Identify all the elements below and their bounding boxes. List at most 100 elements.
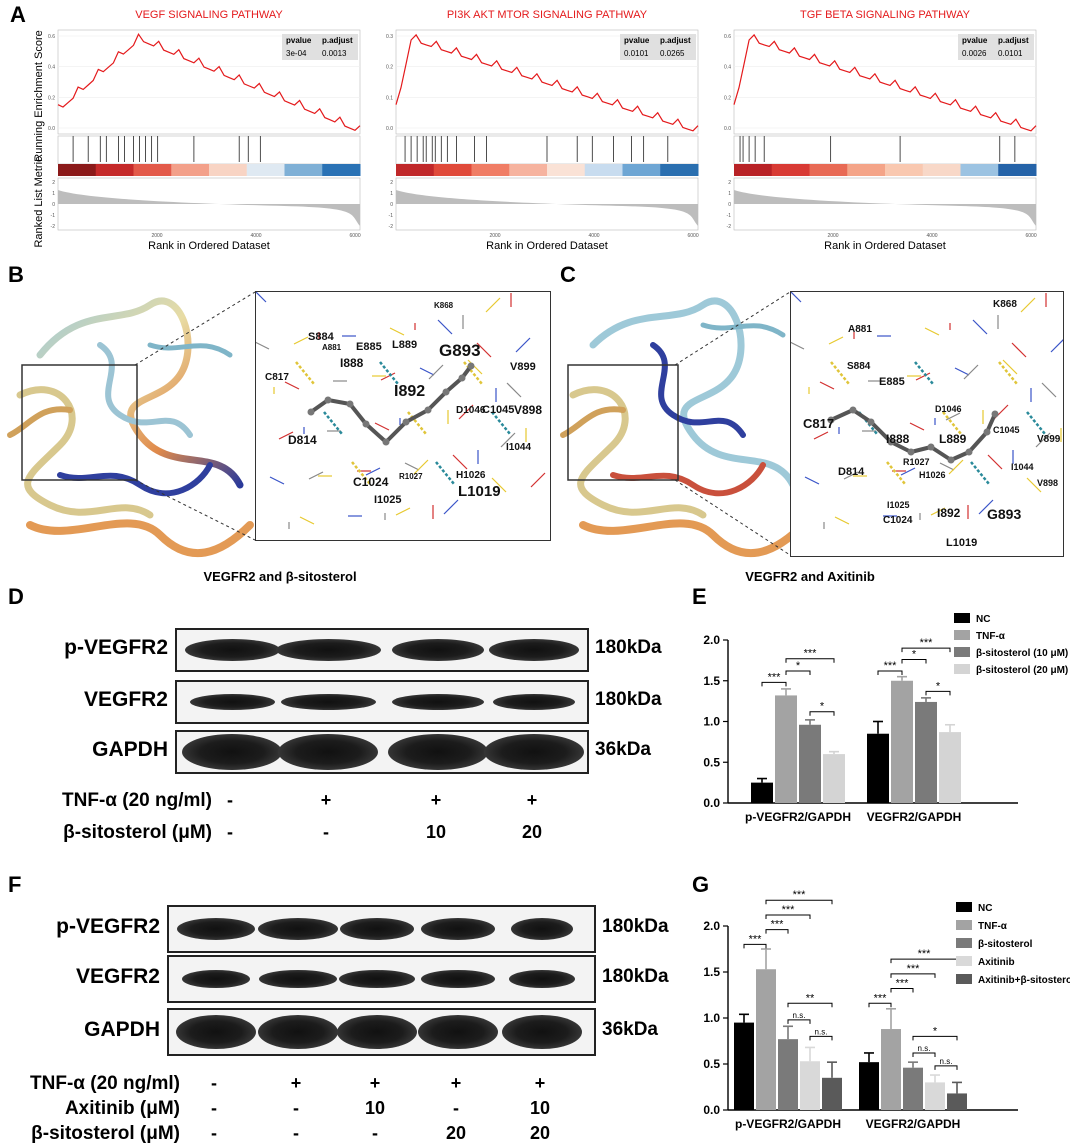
residue-stick bbox=[293, 336, 309, 345]
gsea-heat-segment bbox=[847, 164, 886, 176]
blot-band bbox=[418, 1015, 498, 1049]
residue-stick bbox=[443, 499, 459, 515]
gsea-stats-header: pvalue bbox=[962, 36, 988, 45]
residue-stick bbox=[254, 341, 270, 350]
blot-band bbox=[280, 694, 376, 710]
docking-detail-b: K868 S884 A881 E885 L889 G893 I888 C817 I892 V899… bbox=[251, 287, 551, 541]
gsea-xlabel: Rank in Ordered Dataset bbox=[148, 240, 270, 252]
y-tick-label: 1.5 bbox=[703, 674, 720, 688]
significance-bracket bbox=[743, 943, 767, 949]
blot-band bbox=[182, 970, 250, 988]
residue-stick bbox=[987, 454, 1003, 470]
gsea-metric-tick: 2 bbox=[390, 180, 393, 186]
residue-stick bbox=[843, 471, 859, 480]
significance-bracket bbox=[901, 659, 927, 664]
gsea-es-tick: 0.0 bbox=[386, 126, 393, 132]
gsea-xlabel: Rank in Ordered Dataset bbox=[824, 240, 946, 252]
bar bbox=[823, 754, 845, 803]
gsea-stats-table bbox=[620, 34, 696, 60]
gsea-metric-tick: -2 bbox=[51, 224, 56, 230]
residue-label: E885 bbox=[356, 341, 382, 353]
residue-stick bbox=[515, 337, 531, 353]
ligand-atom bbox=[382, 438, 390, 446]
treatment-label: TNF-α (20 ng/ml) bbox=[30, 1073, 180, 1094]
blot-label: p-VEGFR2 bbox=[64, 636, 168, 659]
category-label: p-VEGFR2/GAPDH bbox=[735, 1117, 841, 1131]
significance-label: *** bbox=[918, 948, 932, 960]
residue-label: I1044 bbox=[1011, 462, 1034, 472]
blot-band bbox=[493, 694, 575, 710]
gsea-metric-tick: -1 bbox=[51, 213, 56, 219]
hydrogen-bond bbox=[970, 461, 990, 485]
residue-stick bbox=[251, 287, 267, 303]
gsea-es-tick: 0.0 bbox=[48, 126, 55, 132]
bar bbox=[751, 782, 773, 803]
blot-band bbox=[340, 918, 414, 940]
treatment-value: + bbox=[450, 1073, 462, 1093]
significance-bracket bbox=[912, 1052, 936, 1057]
gsea-stats-value: 0.0265 bbox=[660, 49, 685, 58]
bar bbox=[903, 1067, 923, 1110]
residue-label: S884 bbox=[847, 361, 871, 372]
residue-stick bbox=[428, 364, 444, 380]
significance-label: * bbox=[912, 649, 917, 661]
molecular-weight-label: 36kDa bbox=[595, 739, 651, 760]
blot-row bbox=[175, 730, 589, 774]
residue-stick bbox=[365, 467, 381, 476]
residue-stick bbox=[389, 327, 405, 336]
gsea-heat-segment bbox=[734, 164, 773, 176]
category-label: VEGFR2/GAPDH bbox=[866, 1117, 961, 1131]
ligand-atom bbox=[346, 400, 354, 408]
zoom-box-b bbox=[21, 364, 138, 481]
residue-label: I1025 bbox=[887, 500, 910, 510]
gsea-es-tick: 0.2 bbox=[724, 95, 731, 101]
residue-stick bbox=[786, 287, 802, 303]
hydrogen-bond bbox=[295, 361, 315, 385]
significance-label: * bbox=[820, 701, 825, 713]
treatment-value: - bbox=[227, 822, 233, 842]
ligand-atom bbox=[307, 408, 315, 416]
ligand-atom bbox=[402, 418, 410, 426]
legend-swatch bbox=[956, 902, 972, 912]
gsea-metric-tick: -1 bbox=[389, 213, 394, 219]
significance-label: *** bbox=[874, 992, 888, 1004]
significance-label: *** bbox=[907, 963, 921, 975]
residue-label: V899 bbox=[510, 361, 536, 373]
residue-stick bbox=[1002, 359, 1018, 375]
residue-stick bbox=[963, 364, 979, 380]
significance-label: *** bbox=[896, 978, 910, 990]
residue-stick bbox=[1035, 432, 1051, 448]
zoom-connector-c bbox=[674, 291, 791, 556]
residue-label: V899 bbox=[1037, 434, 1061, 445]
panel-label-b: B bbox=[8, 262, 24, 287]
ligand-atom bbox=[907, 448, 915, 456]
significance-label: n.s. bbox=[793, 1011, 806, 1020]
y-tick-label: 0.5 bbox=[703, 1057, 720, 1071]
residue-label: L1019 bbox=[946, 537, 977, 549]
residue-label: C817 bbox=[803, 416, 834, 431]
blot-band bbox=[275, 639, 381, 661]
blot-row bbox=[175, 680, 589, 724]
treatment-value: + bbox=[320, 790, 332, 810]
blot-band bbox=[392, 694, 484, 710]
ligand-atom bbox=[947, 456, 955, 464]
significance-bracket bbox=[809, 711, 835, 716]
residue-label: R1027 bbox=[903, 457, 930, 467]
blot-band bbox=[388, 734, 488, 770]
gsea-heat-segment bbox=[209, 164, 248, 176]
significance-bracket bbox=[787, 1002, 833, 1008]
gsea-plot-2: PI3K AKT MTOR SIGNALING PATHWAY 0.3 0.2 0.1… bbox=[386, 9, 699, 252]
blot-band bbox=[258, 918, 338, 940]
blot-band bbox=[392, 639, 484, 661]
residue-stick bbox=[284, 381, 300, 390]
residue-stick bbox=[476, 342, 492, 358]
significance-bracket bbox=[925, 690, 951, 696]
residue-label: H1026 bbox=[456, 470, 486, 481]
residue-label: I888 bbox=[340, 356, 364, 370]
gsea-heat-segment bbox=[58, 164, 97, 176]
gsea-stats-header: pvalue bbox=[286, 36, 312, 45]
blot-row bbox=[167, 1008, 596, 1056]
residue-stick bbox=[491, 477, 507, 493]
gsea-es-tick: 0.6 bbox=[48, 34, 55, 40]
legend-swatch bbox=[954, 630, 970, 640]
